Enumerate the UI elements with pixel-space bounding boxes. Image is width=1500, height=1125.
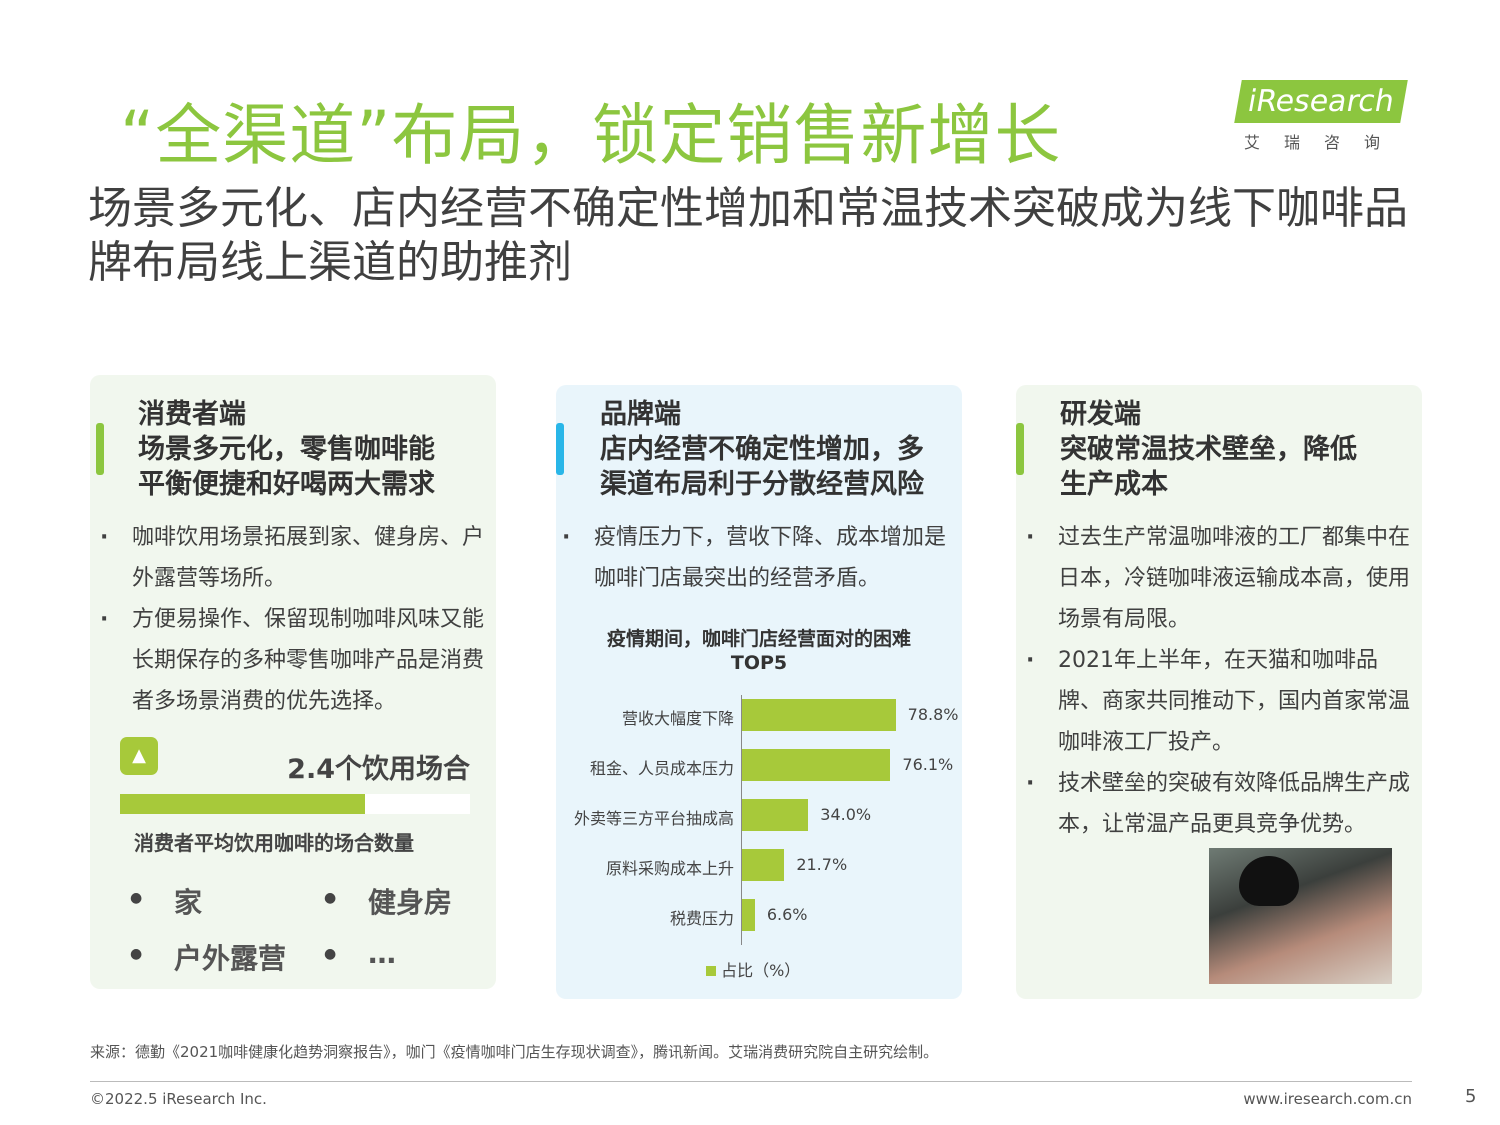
category-label: 营收大幅度下降 — [621, 709, 734, 728]
copyright: ©2022.5 iResearch Inc. — [90, 1090, 267, 1108]
card-heading: 平衡便捷和好喝两大需求 — [138, 469, 435, 500]
category-label: 税费压力 — [669, 909, 734, 928]
category-label: 外卖等三方平台抽成高 — [573, 809, 734, 828]
card-rd: 研发端 突破常温技术壁垒，降低 生产成本 过去生产常温咖啡液的工厂都集中在日本，… — [1016, 385, 1422, 999]
place-item: 家 — [130, 881, 202, 921]
category-label: 原料采购成本上升 — [605, 859, 734, 878]
page-title: “全渠道”布局，锁定销售新增长 — [120, 97, 1062, 174]
card-heading: 店内经营不确定性增加，多 — [600, 434, 924, 465]
card-heading: 研发端 — [1060, 399, 1141, 430]
chart-title: TOP5 — [730, 652, 788, 674]
bar — [742, 799, 809, 831]
place-item: 健身房 — [324, 881, 452, 921]
value-label: 78.8% — [907, 705, 959, 724]
value-label: 21.7% — [796, 855, 848, 874]
bullet: 疫情压力下，营收下降、成本增加是咖啡门店最突出的经营矛盾。 — [552, 517, 952, 599]
accent-bar — [556, 423, 564, 475]
card-heading: 消费者端 — [138, 399, 246, 430]
bar — [742, 849, 785, 881]
accent-bar — [96, 423, 104, 475]
value-label: 34.0% — [820, 805, 872, 824]
card-brand: 品牌端 店内经营不确定性增加，多 渠道布局利于分散经营风险 疫情压力下，营收下降… — [556, 385, 962, 999]
source-note: 来源：德勤《2021咖啡健康化趋势洞察报告》，咖门《疫情咖啡门店生存现状调查》，… — [90, 1043, 939, 1061]
card-heading: 渠道布局利于分散经营风险 — [600, 469, 924, 500]
stat-value: 2.4个饮用场合 — [287, 754, 470, 785]
bar — [742, 699, 896, 731]
card-heading: 场景多元化，零售咖啡能 — [138, 434, 435, 465]
category-label: 租金、人员成本压力 — [589, 759, 734, 778]
page-number: 5 — [1465, 1086, 1477, 1107]
page-subtitle: 场景多元化、店内经营不确定性增加和常温技术突破成为线下咖啡品牌布局线上渠道的助推… — [88, 183, 1408, 288]
site-link[interactable]: www.iresearch.com.cn — [1243, 1090, 1412, 1108]
value-label: 6.6% — [766, 905, 808, 924]
y-axis — [741, 695, 742, 945]
logo-cn: 艾瑞咨询 — [1244, 133, 1405, 152]
legend-swatch — [706, 966, 716, 976]
bullet: 技术壁垒的突破有效降低品牌生产成本，让常温产品更具竞争优势。 — [1016, 763, 1416, 845]
card-heading: 品牌端 — [600, 399, 681, 430]
stat-label: 消费者平均饮用咖啡的场合数量 — [134, 831, 414, 855]
tmall-factory-photo — [1209, 848, 1392, 984]
progress-fill — [120, 794, 365, 814]
card-consumer: 消费者端 场景多元化，零售咖啡能 平衡便捷和好喝两大需求 咖啡饮用场景拓展到家、… — [90, 375, 496, 989]
place-item: … — [324, 937, 396, 970]
logo-word: iResearch — [1234, 80, 1408, 123]
card-heading: 突破常温技术壁垒，降低 — [1060, 434, 1357, 465]
bar — [742, 749, 891, 781]
chart-legend: 占比（%） — [706, 957, 800, 981]
bar-chart: 营收大幅度下降 78.8% 租金、人员成本压力 76.1% 外卖等三方平台抽成高 34.0… — [556, 685, 962, 985]
chart-title: 疫情期间，咖啡门店经营面对的困难 — [606, 628, 911, 650]
legend-label: 占比（%） — [721, 961, 801, 980]
accent-bar — [1016, 423, 1024, 475]
progress-bar — [120, 794, 470, 814]
value-label: 76.1% — [902, 755, 954, 774]
bullet: 咖啡饮用场景拓展到家、健身房、户外露营等场所。 — [90, 517, 490, 599]
place-item: 户外露营 — [130, 937, 286, 977]
tmall-cat-figure — [1239, 856, 1299, 906]
bar — [742, 899, 755, 931]
bullet: 方便易操作、保留现制咖啡风味又能长期保存的多种零售咖啡产品是消费者多场景消费的优… — [90, 599, 490, 722]
footer-divider — [90, 1081, 1412, 1082]
bullet: 2021年上半年，在天猫和咖啡品牌、商家共同推动下，国内首家常温咖啡液工厂投产。 — [1016, 640, 1416, 763]
iresearch-logo: iResearch 艾瑞咨询 — [1234, 80, 1424, 153]
card-heading: 生产成本 — [1060, 469, 1168, 500]
bullet: 过去生产常温咖啡液的工厂都集中在日本，冷链咖啡液运输成本高，使用场景有局限。 — [1016, 517, 1416, 640]
image-icon: ▲ — [120, 737, 158, 775]
